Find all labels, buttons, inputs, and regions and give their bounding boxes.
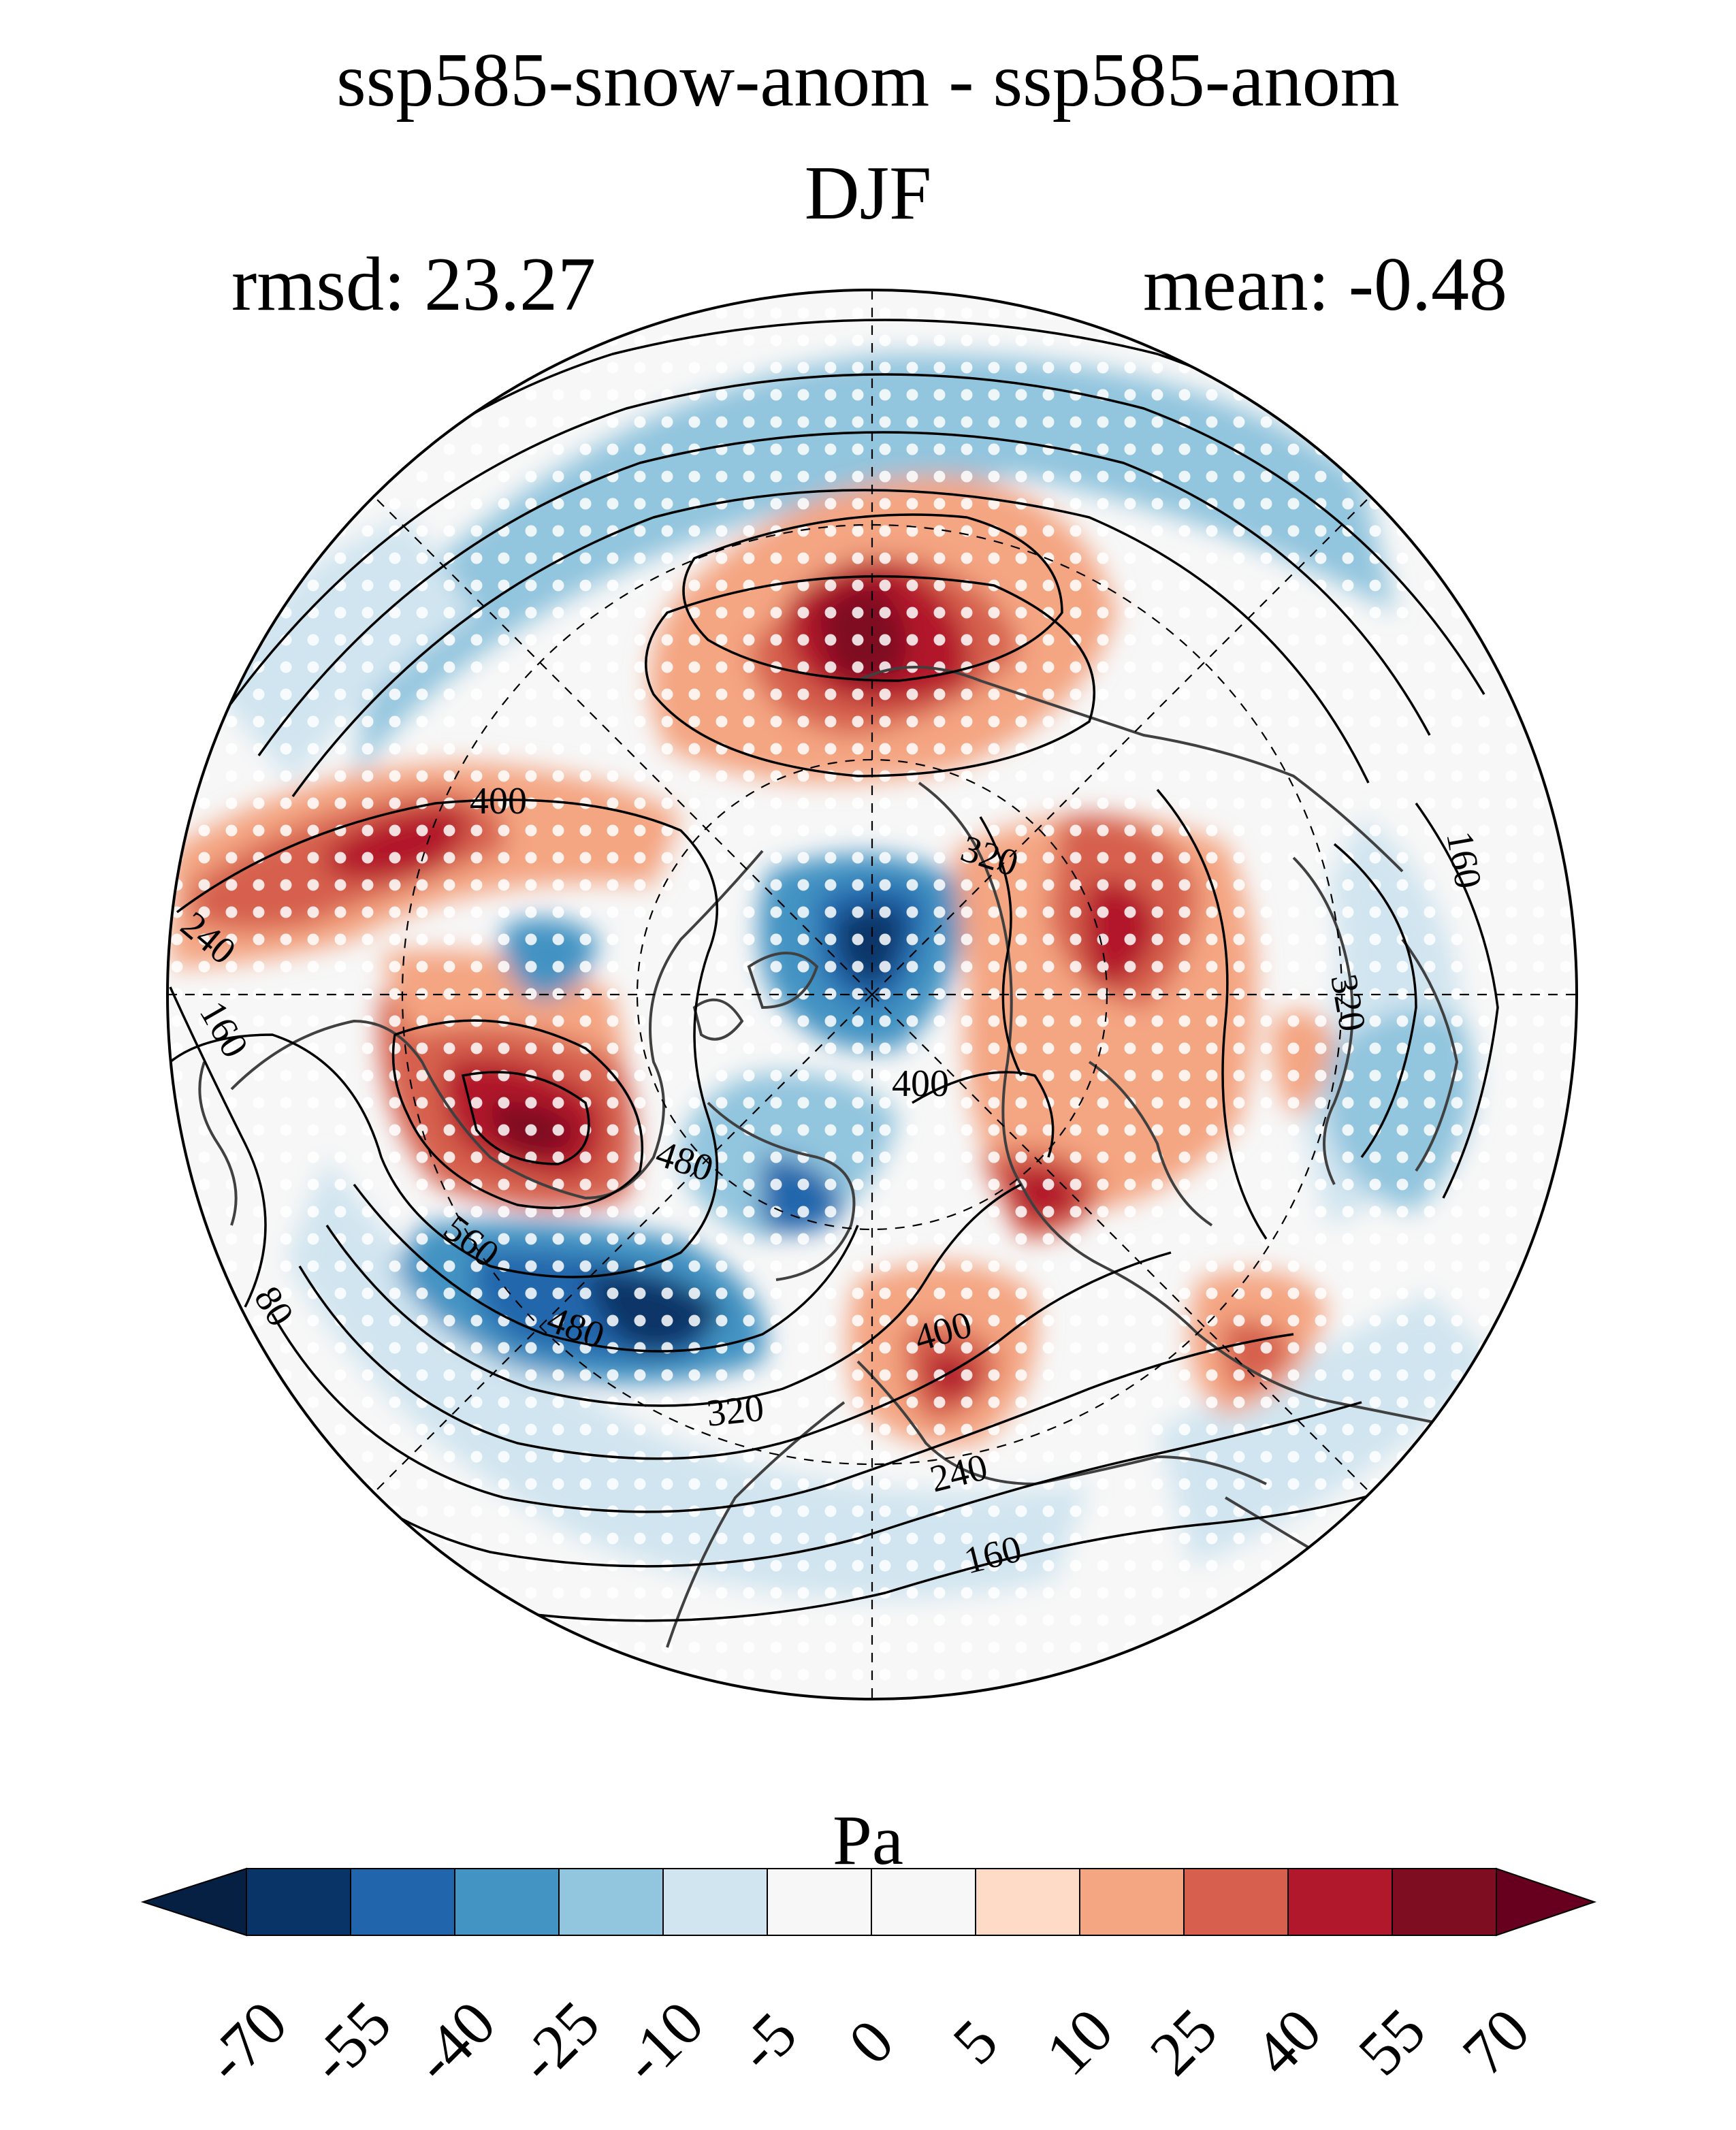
colorbar-tick-label: 70 — [1449, 1995, 1543, 2088]
colorbar-box — [1287, 1868, 1393, 1936]
colorbar-tick-label: 10 — [1033, 1995, 1126, 2088]
colorbar-tick-label: 25 — [1137, 1995, 1230, 2088]
colorbar-box — [1392, 1868, 1497, 1936]
map-boundary — [166, 289, 1578, 1700]
colorbar-box — [1183, 1868, 1289, 1936]
contour-label-160c: 160 — [1438, 828, 1490, 891]
colorbar-under-arrow — [140, 1867, 247, 1937]
colorbar-box — [246, 1868, 351, 1936]
contour-label-320c: 320 — [1322, 971, 1374, 1034]
contour-label-320b: 320 — [705, 1387, 766, 1434]
colorbar-box — [662, 1868, 768, 1936]
polar-map: 400 320 240 160 400 480 560 480 400 320 … — [166, 289, 1578, 1700]
colorbar-box — [454, 1868, 560, 1936]
geopotential-contours — [169, 319, 1533, 1622]
graticule — [167, 290, 1577, 1699]
colorbar-tick-label: 40 — [1241, 1995, 1334, 2088]
coastlines — [198, 666, 1498, 1648]
colorbar-tick-label: -40 — [400, 1988, 509, 2096]
colorbar-box — [871, 1868, 976, 1936]
colorbar-tick-label: -70 — [192, 1988, 300, 2096]
season-label: DJF — [804, 151, 932, 236]
colorbar-tick-label: -55 — [296, 1988, 404, 2096]
colorbar-over-arrow — [1496, 1867, 1597, 1937]
contour-label-400a: 400 — [470, 780, 527, 822]
colorbar-tick-label: -5 — [724, 1999, 809, 2084]
colorbar-box — [767, 1868, 872, 1936]
colorbar: -70-55-40-25-10 -5 0 5 10 25 40 55 70 — [140, 1867, 1597, 2096]
colorbar-box — [975, 1868, 1080, 1936]
colorbar-tick-label: -10 — [609, 1988, 717, 2096]
rmsd-label: rmsd: 23.27 — [231, 242, 596, 327]
colorbar-tick-label: 5 — [939, 2006, 1011, 2078]
colorbar-boxes — [140, 1867, 1597, 1937]
colorbar-box — [558, 1868, 664, 1936]
colorbar-tick-label: 0 — [835, 2006, 907, 2078]
mean-label: mean: -0.48 — [1143, 242, 1507, 327]
figure-title: ssp585-snow-anom - ssp585-anom — [336, 38, 1400, 123]
colorbar-tick-labels: -70-55-40-25-10 -5 0 5 10 25 40 55 70 — [192, 1988, 1543, 2096]
colorbar-box — [1079, 1868, 1185, 1936]
colorbar-tick-label: 55 — [1345, 1995, 1438, 2088]
colorbar-box — [350, 1868, 455, 1936]
contour-label-400b: 400 — [892, 1063, 949, 1105]
colorbar-tick-label: -25 — [504, 1988, 613, 2096]
colorbar-units: Pa — [833, 1801, 903, 1879]
